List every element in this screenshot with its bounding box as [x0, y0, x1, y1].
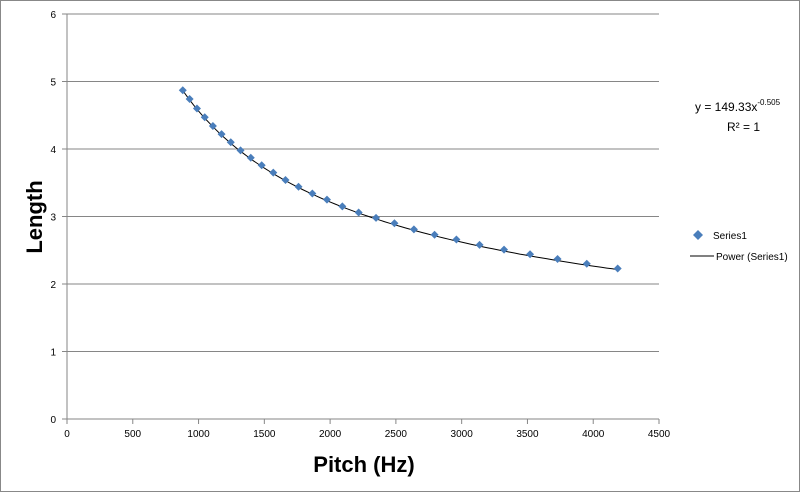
- r-squared-text: R² = 1: [727, 120, 760, 134]
- axes: [62, 13, 660, 424]
- data-point: [582, 259, 591, 268]
- equation-main: y = 149.33x: [695, 100, 757, 114]
- data-points: [178, 86, 622, 273]
- data-point: [192, 104, 201, 113]
- y-tick-label: 6: [50, 10, 56, 21]
- x-tick-label: 1500: [253, 429, 276, 440]
- data-point: [526, 250, 535, 259]
- x-tick-labels: 0 500 1000 1500 2000 2500 3000 3500 4000 4500: [64, 429, 670, 440]
- y-tick-label: 0: [50, 415, 56, 426]
- data-point: [452, 235, 461, 244]
- y-axis-title: Length: [22, 180, 47, 253]
- y-tick-labels: 0 1 2 3 4 5 6: [50, 10, 56, 426]
- y-tick-label: 5: [50, 78, 56, 89]
- y-tick-label: 3: [50, 213, 56, 224]
- y-tick-label: 2: [50, 280, 56, 291]
- y-tick-label: 4: [50, 145, 56, 156]
- data-point: [390, 219, 399, 228]
- data-point: [178, 86, 187, 95]
- data-point: [257, 161, 266, 170]
- x-tick-label: 4500: [648, 429, 671, 440]
- equation-exponent: -0.505: [757, 98, 780, 107]
- data-point: [185, 95, 194, 104]
- x-tick-label: 0: [64, 429, 70, 440]
- x-axis-title: Pitch (Hz): [313, 452, 414, 477]
- data-point: [500, 245, 509, 254]
- data-point: [430, 230, 439, 239]
- legend-label-series1: Series1: [713, 231, 747, 242]
- x-tick-label: 1000: [187, 429, 210, 440]
- data-point: [308, 189, 317, 198]
- legend-label-trend: Power (Series1): [716, 252, 788, 263]
- trendline-power: [182, 90, 618, 271]
- data-point: [322, 195, 331, 204]
- x-tick-label: 2500: [385, 429, 408, 440]
- legend-marker-series1: [693, 230, 703, 240]
- data-point: [354, 208, 363, 217]
- x-tick-label: 500: [124, 429, 141, 440]
- data-point: [281, 176, 290, 185]
- x-tick-label: 2000: [319, 429, 342, 440]
- gridlines: [67, 13, 659, 352]
- data-point: [475, 240, 484, 249]
- legend: Series1 Power (Series1): [690, 230, 788, 263]
- data-point: [269, 168, 278, 177]
- y-tick-label: 1: [50, 348, 56, 359]
- data-point: [409, 225, 418, 234]
- data-point: [200, 113, 209, 122]
- data-point: [338, 202, 347, 211]
- data-point: [226, 138, 235, 147]
- equation-text: y = 149.33x-0.505: [695, 98, 781, 114]
- data-point: [613, 264, 622, 273]
- data-point: [208, 122, 217, 131]
- x-tick-label: 4000: [582, 429, 605, 440]
- data-point: [217, 130, 226, 139]
- x-tick-label: 3000: [451, 429, 474, 440]
- data-point: [553, 255, 562, 264]
- trendline-layer: [182, 90, 618, 271]
- data-point: [294, 182, 303, 191]
- data-point: [372, 213, 381, 222]
- trendline-equation: y = 149.33x-0.505 R² = 1: [695, 98, 781, 134]
- data-point: [236, 146, 245, 155]
- x-tick-label: 3500: [516, 429, 539, 440]
- data-point: [246, 153, 255, 162]
